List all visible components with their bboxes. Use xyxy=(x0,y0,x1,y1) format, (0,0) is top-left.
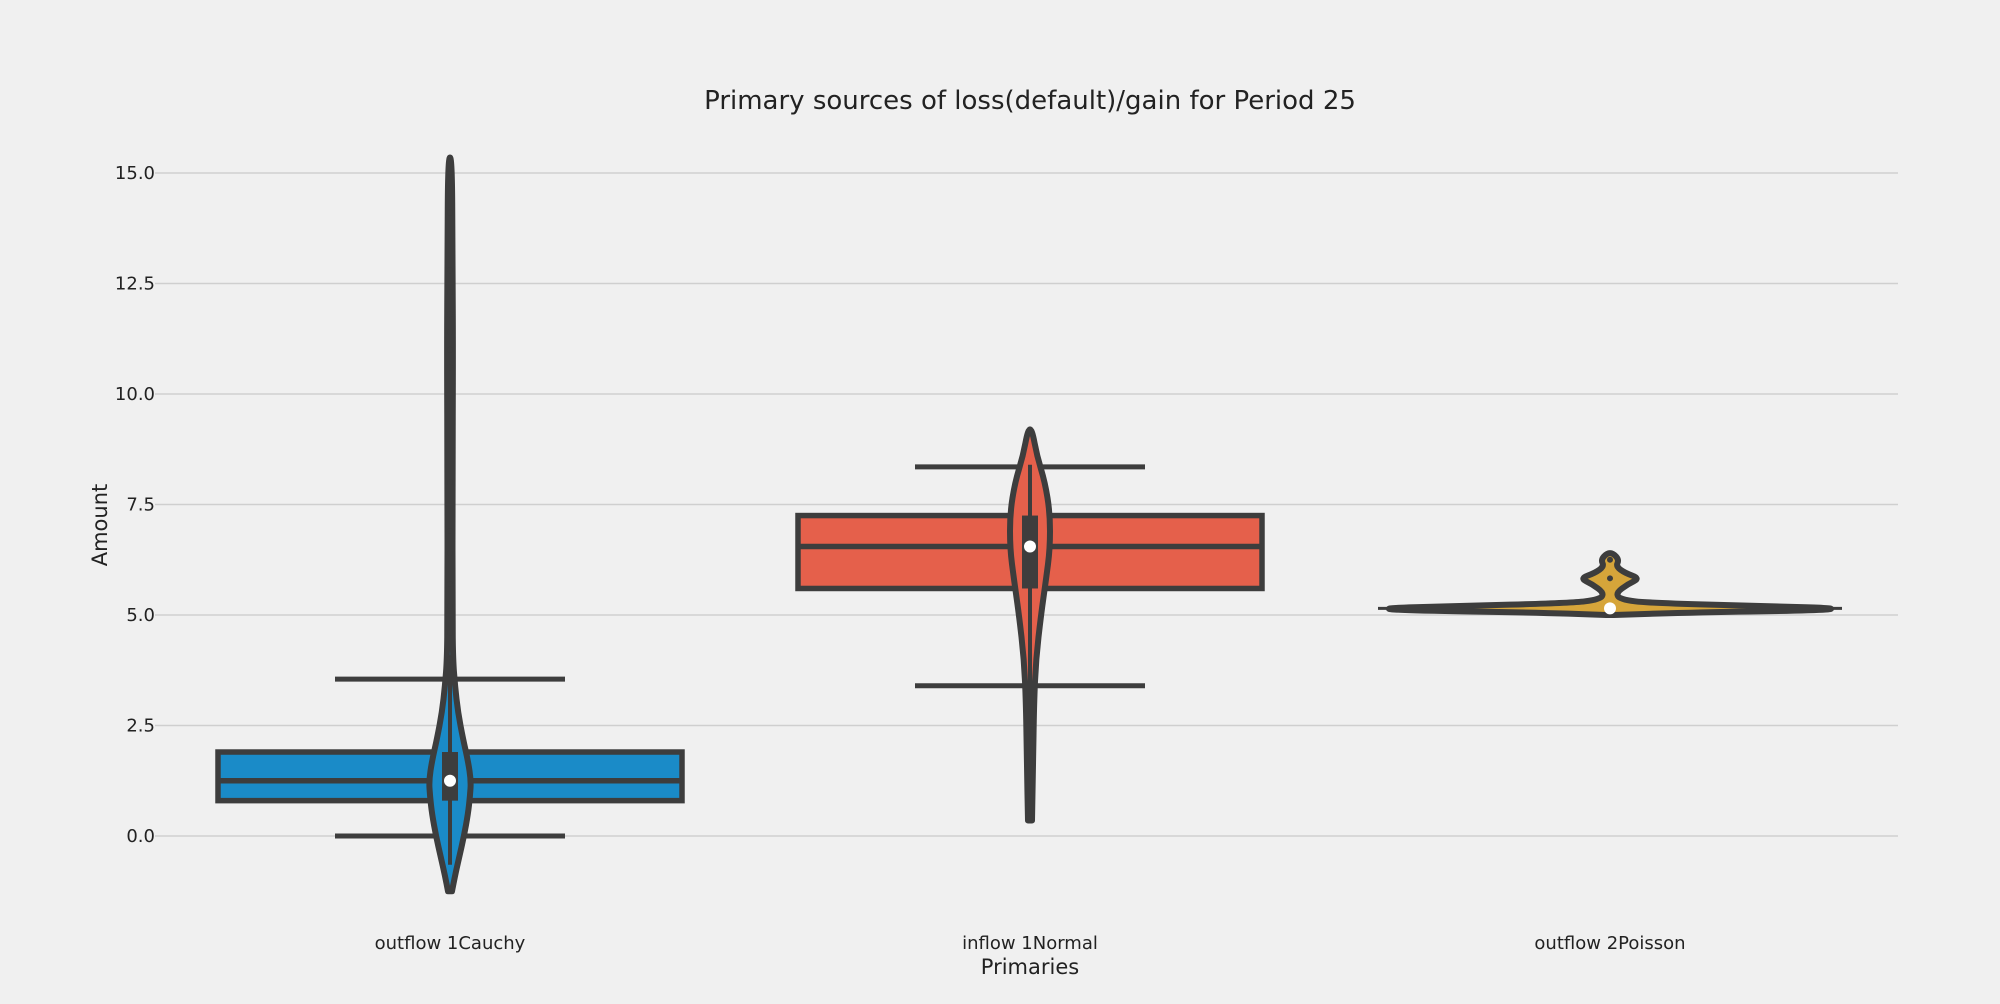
violin-outlier-point xyxy=(447,311,453,318)
y-tick-label: 10.0 xyxy=(115,384,155,405)
y-tick-label: 15.0 xyxy=(115,163,155,184)
violin-outlier-point xyxy=(447,603,453,610)
violin-body xyxy=(426,154,474,895)
violin-outlier-point xyxy=(1607,575,1613,582)
violin-outlier-point xyxy=(447,629,453,636)
x-tick-label: outflow 1Cauchy xyxy=(375,933,526,954)
violin-outlier-point xyxy=(447,209,453,216)
violin-outlier-point xyxy=(447,329,453,336)
y-axis-title: Amount xyxy=(88,484,112,567)
x-tick-label: outflow 2Poisson xyxy=(1534,933,1685,954)
chart-title: Primary sources of loss(default)/gain fo… xyxy=(704,86,1356,116)
y-tick-label: 2.5 xyxy=(126,716,155,737)
violin-outlier-point xyxy=(447,479,453,486)
violin-outlier-point xyxy=(447,364,453,371)
y-tick-label: 0.0 xyxy=(126,826,155,847)
violin-median-point xyxy=(1604,602,1616,615)
violin-outlier-point xyxy=(447,528,453,535)
violin-outlier-point xyxy=(447,581,453,588)
y-tick-label: 12.5 xyxy=(115,274,155,295)
violin-median-point xyxy=(1024,540,1036,553)
x-axis-title: Primaries xyxy=(981,955,1079,979)
y-tick-label: 7.5 xyxy=(126,495,155,516)
x-tick-label: inflow 1Normal xyxy=(962,933,1098,954)
violin-outlier-point xyxy=(447,550,453,557)
x-tick-labels: outflow 1Cauchy inflow 1Normal outflow 2Po… xyxy=(375,933,1686,954)
y-tick-label: 5.0 xyxy=(126,605,155,626)
violin-outlier-point xyxy=(1607,556,1613,563)
violin-outlier-point xyxy=(447,656,453,663)
violin-layer xyxy=(426,154,1834,895)
violin-median-point xyxy=(444,774,456,787)
violin-body xyxy=(1386,550,1834,618)
violin-outlier-point xyxy=(447,267,453,274)
y-tick-labels: 0.0 2.5 5.0 7.5 10.0 12.5 15.0 xyxy=(115,163,155,847)
violin-outlier-point xyxy=(447,346,453,353)
violin-outlier-point xyxy=(447,289,453,296)
